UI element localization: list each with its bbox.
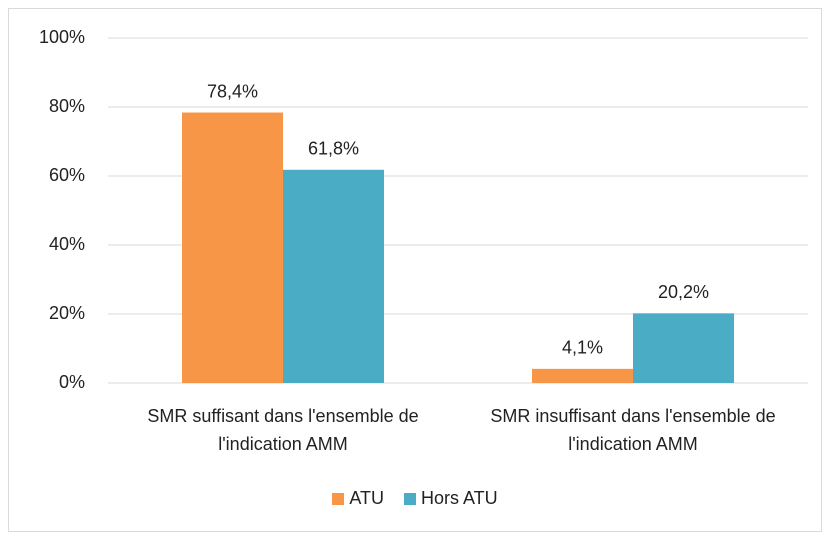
bar <box>182 112 283 384</box>
data-label: 20,2% <box>658 282 709 302</box>
legend-item: ATU <box>332 488 384 509</box>
y-tick-label: 80% <box>49 96 85 116</box>
y-tick-label: 0% <box>59 372 85 392</box>
data-label: 61,8% <box>308 139 359 159</box>
bar <box>633 313 734 383</box>
chart-border <box>8 8 822 532</box>
y-tick-label: 100% <box>39 27 85 47</box>
data-label: 4,1% <box>562 338 603 358</box>
y-tick-label: 60% <box>49 165 85 185</box>
x-tick-label: SMR suffisant dans l'ensemble de l'indic… <box>147 406 419 454</box>
y-tick-label: 20% <box>49 303 85 323</box>
data-label: 78,4% <box>207 81 258 101</box>
legend-label: Hors ATU <box>420 488 498 508</box>
legend-swatch <box>332 492 345 505</box>
legend-swatch <box>403 492 416 505</box>
legend-label: ATU <box>349 488 384 508</box>
legend-item: Hors ATU <box>403 488 498 509</box>
x-tick-label: SMR insuffisant dans l'ensemble de l'ind… <box>490 406 776 454</box>
bar <box>532 368 633 383</box>
legend: ATU Hors ATU <box>0 488 830 509</box>
bar <box>283 169 384 383</box>
y-tick-label: 40% <box>49 234 85 254</box>
